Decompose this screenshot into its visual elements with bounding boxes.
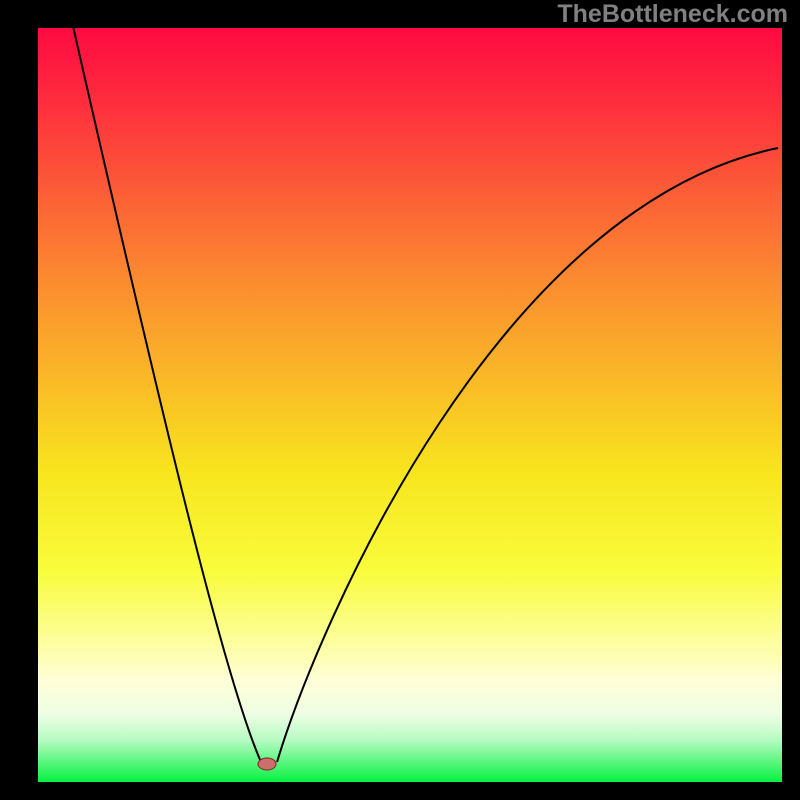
optimum-marker	[258, 758, 276, 770]
bottleneck-chart	[38, 28, 782, 782]
plot-background	[38, 28, 782, 782]
watermark-text: TheBottleneck.com	[557, 0, 788, 29]
chart-svg	[38, 28, 782, 782]
